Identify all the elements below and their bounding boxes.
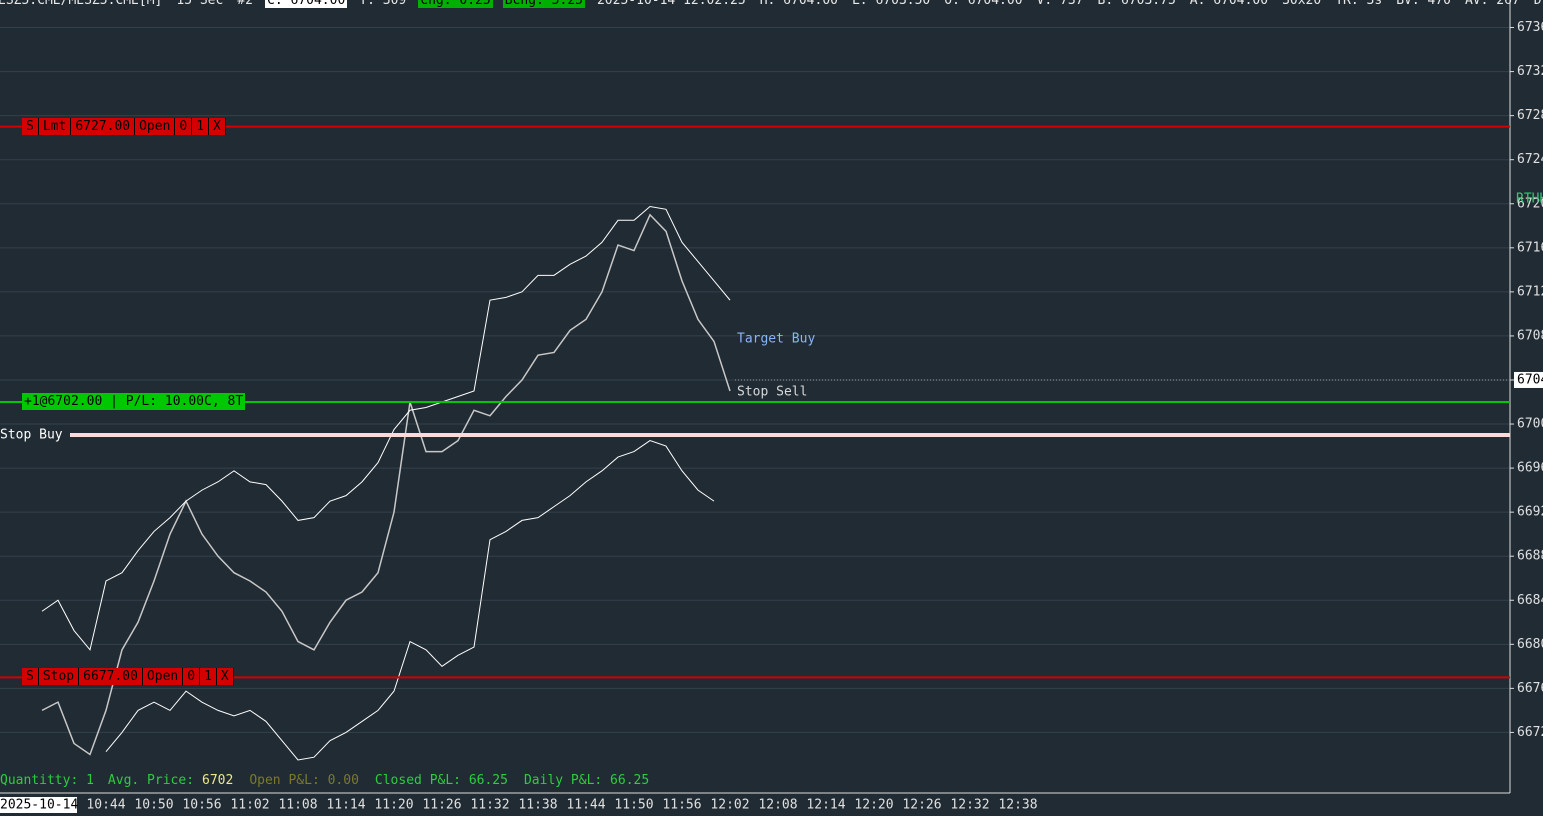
header-item: Bchg: 5.25 [502, 0, 585, 8]
x-tick-label: 11:26 [422, 798, 461, 813]
header-item: AV: 267 [1464, 0, 1520, 8]
order-cell: 6677.00 [79, 668, 143, 686]
stat: Closed P&L: 66.25 [374, 773, 508, 788]
x-tick-label: 2025-10-14 [0, 798, 78, 813]
x-tick-label: 11:32 [470, 798, 509, 813]
stat: Daily P&L: 66.25 [523, 773, 650, 788]
x-tick-label: 11:56 [662, 798, 701, 813]
header-item: ESZ5.CME/MESZ5.CME[M] [0, 0, 163, 8]
stat: Quantitty: 1 [0, 773, 94, 788]
x-tick-label: 12:38 [998, 798, 1037, 813]
price-line [41, 213, 731, 756]
x-tick-label: 11:38 [518, 798, 557, 813]
rth-label: RTHH [1516, 192, 1543, 207]
header-item: V: 737 [1036, 0, 1084, 8]
y-tick-label: 6712 [1517, 284, 1543, 299]
y-tick-label: 6684 [1517, 593, 1543, 608]
x-tick-label: 11:44 [566, 798, 605, 813]
order-cell: Stop [39, 668, 80, 686]
order-cell[interactable]: X [217, 668, 234, 686]
order-cell: Open [143, 668, 184, 686]
order-cell: 1 [200, 668, 217, 686]
header-item: B: 6703.75 [1097, 0, 1176, 8]
order-cell: 0 [183, 668, 201, 686]
x-tick-label: 12:08 [758, 798, 797, 813]
header-item: BV: 470 [1396, 0, 1451, 8]
x-tick-label: 10:56 [182, 798, 221, 813]
order-label: S Stop 6677.00 Open 0 1 X [22, 668, 234, 686]
header-item: 2025-10-14 12:02:25 [596, 0, 746, 8]
y-tick-label: 6688 [1517, 549, 1543, 564]
x-tick-label: 12:26 [902, 798, 941, 813]
header-item: C: 6704.00 [265, 0, 348, 8]
x-tick-label: 12:02 [710, 798, 749, 813]
x-tick-label: 12:20 [854, 798, 893, 813]
order-cell: S [22, 668, 39, 686]
y-tick-label: 6724 [1517, 152, 1543, 167]
annotation: Stop Sell [737, 385, 807, 400]
y-tick-label: 6728 [1517, 108, 1543, 123]
annotation: Target Buy [737, 332, 815, 347]
last-price-label: 6704 [1517, 372, 1543, 387]
order-cell: Open [135, 117, 176, 135]
x-tick-label: 11:08 [278, 798, 317, 813]
x-tick-label: 11:20 [374, 798, 413, 813]
x-tick-label: 11:14 [326, 798, 365, 813]
position-label: +1@6702.00 | P/L: 10.00C, 8T [22, 393, 246, 410]
date-box [0, 797, 77, 813]
y-tick-label: 6732 [1517, 64, 1543, 79]
x-tick-label: 12:14 [806, 798, 845, 813]
stat: Open P&L: 0.00 [249, 773, 359, 788]
x-tick-label: 10:44 [86, 798, 125, 813]
trade-stats: Quantitty: 1 Avg. Price: 6702 Open P&L: 0.0… [0, 773, 649, 788]
header-item: Chg: 0.25 [418, 0, 493, 8]
x-tick-label: 10:50 [134, 798, 173, 813]
band-line [41, 205, 731, 651]
header-item: 30x20 [1282, 0, 1322, 8]
stat: 6702 [202, 773, 234, 788]
order-cell[interactable]: X [209, 117, 226, 135]
order-cell: Lmt [39, 117, 72, 135]
x-tick-label: 11:50 [614, 798, 653, 813]
y-tick-label: 6680 [1517, 637, 1543, 652]
header-item: L: 6703.50 [851, 0, 931, 8]
header-item: #2 [237, 0, 253, 8]
y-tick-label: 6692 [1517, 505, 1543, 520]
y-tick-label: 6708 [1517, 328, 1543, 343]
header-item: H: 6704.00 [759, 0, 838, 8]
band-line [105, 440, 715, 761]
header-bar: ESZ5.CME/MESZ5.CME[M] 15 Sec #2 C: 6704.00 T… [0, 0, 1543, 8]
header-item: TR: 3s [1335, 0, 1383, 8]
header-item: T: 309 [359, 0, 407, 8]
stop-buy-label: Stop Buy [0, 428, 63, 443]
header-item: 15 Sec [176, 0, 224, 8]
last-price-box [1514, 371, 1543, 388]
order-cell: 6727.00 [71, 117, 136, 135]
header-item: A: 6704.00 [1189, 0, 1269, 8]
stat: Avg. Price: [107, 773, 195, 788]
x-tick-label: 11:02 [230, 798, 269, 813]
header-item: DV: 1 [1533, 0, 1543, 8]
x-tick-label: 12:32 [950, 798, 989, 813]
order-label: S Lmt 6727.00 Open 0 1 X [22, 117, 226, 135]
y-tick-label: 6700 [1517, 417, 1543, 432]
order-cell: 1 [192, 117, 210, 135]
order-cell: S [22, 117, 39, 135]
order-cell: 0 [175, 117, 193, 135]
header-item: O: 6704.00 [944, 0, 1023, 8]
